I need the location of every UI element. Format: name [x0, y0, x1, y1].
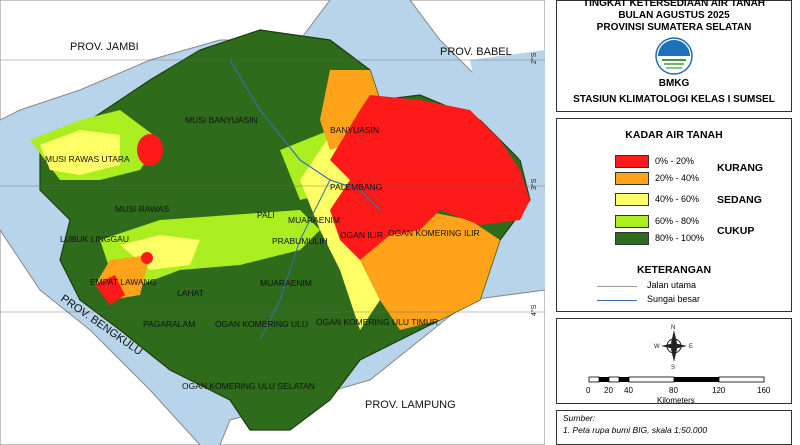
river-musi: [229, 59, 381, 211]
title-line1: TINGKAT KETERSEDIAAN AIR TANAH: [582, 0, 766, 9]
scale-tick-40: 40: [624, 386, 633, 395]
river-line-icon: [597, 300, 637, 301]
label-oku-selatan: OGAN KOMERING ULU SELATAN: [182, 381, 315, 391]
zone-red-spot: [141, 252, 153, 264]
moisture-map: PROV. JAMBI PROV. BABEL PROV. BENGKULU P…: [0, 0, 545, 445]
swatch-40-60: [615, 193, 649, 206]
label-oku: OGAN KOMERING ULU: [215, 319, 308, 329]
title-line2: BULAN AGUSTUS 2025: [618, 10, 730, 21]
label-muaraenim-north: MUARAENIM: [288, 215, 340, 225]
scale-unit: Kilometers: [657, 396, 695, 405]
label-ogan-ilir: OGAN ILIR: [340, 230, 383, 240]
road-label: Jalan utama: [647, 280, 697, 290]
coord-2s: 2°S: [530, 52, 538, 64]
legend-panel: TINGKAT KETERSEDIAAN AIR TANAH BULAN AGU…: [548, 0, 800, 445]
station-name: STASIUN KLIMATOLOGI KELAS I SUMSEL: [573, 94, 775, 105]
scale-tick-120: 120: [712, 386, 726, 395]
range-80-100: 80% - 100%: [655, 233, 705, 243]
coord-4s: 4°S: [530, 304, 538, 316]
compass-e: E: [689, 344, 693, 350]
legend-title: KADAR AIR TANAH: [625, 129, 723, 141]
label-jambi: PROV. JAMBI: [70, 41, 139, 53]
label-muaraenim-south: MUARAENIM: [260, 278, 312, 288]
map-area: PROV. JAMBI PROV. BABEL PROV. BENGKULU P…: [0, 0, 545, 445]
bengkulu-land: [0, 229, 201, 445]
compass-scale-box: N S W E 0 20 40 80 120 160 Kilometers: [556, 318, 792, 405]
source-box: Sumber: 1. Peta rupa bumi BIG, skala 1:5…: [556, 410, 792, 445]
label-banyuasin: BANYUASIN: [330, 125, 379, 135]
label-musi-rawas: MUSI RAWAS: [115, 204, 169, 214]
sea-bangka-strait: [470, 50, 545, 160]
label-lampung: PROV. LAMPUNG: [365, 399, 456, 411]
bmkg-text: BMKG: [658, 78, 690, 89]
class-kurang: KURANG: [717, 162, 764, 174]
zone-red-muratara: [137, 134, 163, 166]
swatch-80-100: [615, 232, 649, 245]
scale-bar: 0 20 40 80 120 160 Kilometers: [586, 376, 771, 405]
keterangan-title: KETERANGAN: [636, 264, 712, 276]
zone-red-empatlawang: [95, 275, 125, 305]
title-box: TINGKAT KETERSEDIAAN AIR TANAH BULAN AGU…: [556, 0, 792, 112]
label-lahat: LAHAT: [177, 288, 204, 298]
legend-box: KADAR AIR TANAH 0% - 20% 20% - 40% 40% -…: [556, 118, 792, 312]
river-lematang: [259, 179, 331, 341]
scale-tick-160: 160: [757, 386, 771, 395]
scale-tick-80: 80: [669, 386, 678, 395]
label-palembang: PALEMBANG: [330, 182, 382, 192]
swatch-60-80: [615, 215, 649, 228]
road-line-icon: [597, 286, 637, 287]
label-ogan-komering-ilir: OGAN KOMERING ILIR: [388, 228, 480, 238]
source-label: Sumber:: [563, 413, 596, 423]
swatch-0-20: [615, 155, 649, 168]
label-pali: PALI: [257, 210, 275, 220]
compass-s: S: [671, 365, 675, 369]
compass-n: N: [671, 325, 675, 331]
bmkg-logo-icon: [655, 37, 693, 75]
label-musi-banyuasin: MUSI BANYUASIN: [185, 115, 258, 125]
class-sedang: SEDANG: [717, 194, 762, 206]
label-lubuk-linggau: LUBUK LINGGAU: [60, 234, 129, 244]
range-40-60: 40% - 60%: [655, 194, 700, 204]
zone-orange-oki: [360, 210, 500, 330]
label-prabumulih: PRABUMULIH: [272, 236, 328, 246]
label-oku-timur: OGAN KOMERING ULU TIMUR: [316, 317, 438, 327]
zone-red-east: [330, 95, 530, 260]
label-pagaralam: PAGARALAM: [143, 319, 195, 329]
source-line1: 1. Peta rupa bumi BIG, skala 1:50.000: [563, 425, 708, 435]
river-label: Sungai besar: [647, 294, 701, 304]
class-cukup: CUKUP: [717, 225, 755, 237]
scale-tick-0: 0: [586, 386, 591, 395]
range-0-20: 0% - 20%: [655, 156, 695, 166]
label-musi-rawas-utara: MUSI RAWAS UTARA: [45, 154, 130, 164]
coord-3s: 3°S: [530, 178, 538, 190]
compass-w: W: [654, 344, 660, 350]
range-60-80: 60% - 80%: [655, 216, 700, 226]
compass-icon: N S W E: [654, 325, 693, 369]
swatch-20-40: [615, 172, 649, 185]
title-line3: PROVINSI SUMATERA SELATAN: [596, 22, 752, 33]
zone-yellow-west: [40, 130, 120, 175]
scale-tick-20: 20: [604, 386, 613, 395]
label-empat-lawang: EMPAT LAWANG: [90, 277, 156, 287]
label-babel: PROV. BABEL: [440, 46, 512, 58]
range-20-40: 20% - 40%: [655, 173, 700, 183]
